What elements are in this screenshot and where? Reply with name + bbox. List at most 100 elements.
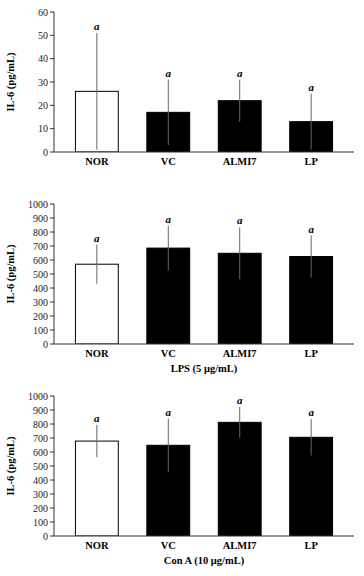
x-tick-label: NOR [85,540,109,551]
significance-label: a [166,406,172,418]
error-bar [168,226,169,271]
y-tick-label: 0 [43,147,48,158]
y-tick [50,218,54,219]
figure: 0 10 20 30 40 50 60 a a a a NOR VC ALMI7 LP IL-6 (pg/mL… [0,0,364,576]
y-tick-label: 500 [33,461,48,472]
y-tick [50,330,54,331]
y-axis [54,12,55,152]
y-tick [50,410,54,411]
panel: 0 10 20 30 40 50 60 a a a a NOR VC ALMI7 LP IL-6 (pg/mL… [5,7,354,168]
y-tick-label: 60 [38,7,48,18]
y-tick [50,274,54,275]
y-axis [54,396,55,536]
y-tick-label: 800 [33,419,48,430]
y-tick [50,536,54,537]
y-tick [50,452,54,453]
x-tick-label: LP [304,156,318,167]
significance-label: a [166,67,172,79]
y-tick [50,316,54,317]
y-tick [50,466,54,467]
y-axis-label: IL-6 (pg/mL) [5,436,17,496]
y-tick [50,396,54,397]
y-tick [50,246,54,247]
error-bar [311,94,312,150]
y-tick [50,260,54,261]
y-tick [50,288,54,289]
y-tick-label: 0 [43,339,48,350]
bar [218,422,261,536]
significance-label: a [237,214,243,226]
y-axis-label: IL-6 (pg/mL) [5,244,17,304]
y-tick [50,522,54,523]
y-tick [50,105,54,106]
x-tick-label: VC [161,348,176,359]
y-tick-label: 500 [33,269,48,280]
plot-area [75,33,332,152]
y-tick-label: 10 [38,123,48,134]
y-tick [50,424,54,425]
y-tick [50,82,54,83]
y-tick-label: 300 [33,297,48,308]
y-tick-label: 900 [33,213,48,224]
error-bar [96,425,97,457]
y-tick [50,58,54,59]
y-tick-label: 700 [33,433,48,444]
x-tick-label: NOR [85,156,109,167]
y-tick-label: 200 [33,503,48,514]
significance-label: a [308,81,314,93]
y-tick-label: 600 [33,255,48,266]
y-tick [50,12,54,13]
significance-label: a [308,406,314,418]
y-tick [50,438,54,439]
y-tick-label: 30 [38,77,48,88]
y-axis-label: IL-6 (pg/mL) [5,52,17,112]
significance-label: a [237,394,243,406]
y-tick-label: 900 [33,405,48,416]
y-tick-label: 100 [33,325,48,336]
x-tick-label: VC [161,540,176,551]
y-tick-label: 0 [43,531,48,542]
error-bar [311,419,312,455]
panel: 01002003004005006007008009001000aaaaNORV… [5,391,354,568]
error-bar [239,407,240,438]
x-axis [54,536,354,537]
error-bar [239,227,240,279]
error-bar [168,419,169,472]
y-tick [50,35,54,36]
x-tick-label: ALMI7 [223,348,257,359]
y-tick-label: 40 [38,53,48,64]
y-tick [50,232,54,233]
y-tick [50,480,54,481]
y-tick-label: 700 [33,241,48,252]
x-tick-label: ALMI7 [223,156,257,167]
x-tick-label: VC [161,156,176,167]
x-tick-label: LP [304,540,318,551]
y-tick-label: 600 [33,447,48,458]
error-bar [168,80,169,145]
y-tick [50,494,54,495]
significance-label: a [237,67,243,79]
x-axis-label: LPS (5 μg/mL) [171,363,238,375]
y-axis [54,204,55,344]
y-tick-label: 20 [38,100,48,111]
significance-label: a [308,223,314,235]
y-tick-label: 300 [33,489,48,500]
y-tick [50,204,54,205]
y-tick-label: 100 [33,517,48,528]
error-bar [96,245,97,284]
significance-label: a [94,232,100,244]
y-tick-label: 1000 [28,199,48,210]
plot-area [75,226,332,344]
y-tick-label: 400 [33,283,48,294]
significance-label: a [166,213,172,225]
significance-label: a [94,412,100,424]
x-tick-label: ALMI7 [223,540,257,551]
y-tick-label: 50 [38,30,48,41]
y-tick [50,344,54,345]
y-tick [50,152,54,153]
y-tick [50,508,54,509]
panel: 01002003004005006007008009001000aaaaNORV… [5,199,354,376]
significance-label: a [94,20,100,32]
error-bar [311,236,312,278]
plot-area [75,407,332,536]
